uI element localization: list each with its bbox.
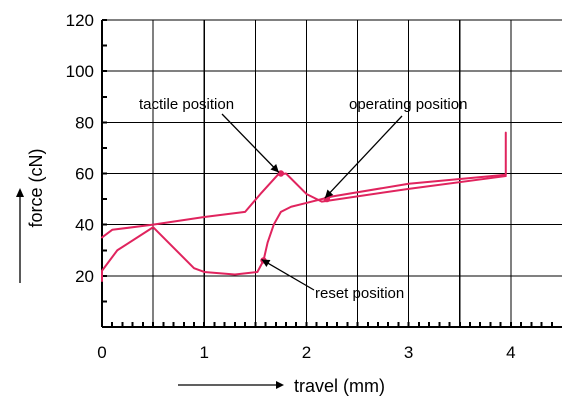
tactile-position-marker (277, 170, 285, 177)
tactile-position-arrow (221, 113, 280, 173)
x-tick-label: 2 (302, 343, 311, 362)
reset-position-label: reset position (315, 285, 404, 302)
y-tick-label: 120 (66, 11, 94, 30)
y-tick-label: 40 (75, 216, 94, 235)
tactile-position-label: tactile position (139, 96, 234, 113)
y-tick-label: 100 (66, 62, 94, 81)
y-tick-label: 80 (75, 113, 94, 132)
grid (102, 19, 562, 327)
x-tick-label: 0 (97, 343, 106, 362)
operating-position-label: operating position (349, 96, 467, 113)
actuation-curve (101, 172, 507, 239)
x-axis-direction-arrow (178, 381, 284, 389)
series-layer (101, 131, 507, 282)
x-tick-label: 4 (506, 343, 515, 362)
return-curve (101, 131, 507, 282)
x-axis-label: travel (mm) (294, 376, 385, 396)
y-tick-label: 20 (75, 267, 94, 286)
annotations: tactile position operating position reset … (139, 96, 467, 302)
reset-position-arrow (261, 258, 315, 291)
x-tick-label: 1 (199, 343, 208, 362)
y-axis-direction-arrow (16, 188, 24, 283)
x-tick-label: 3 (404, 343, 413, 362)
operating-position-arrow (324, 115, 403, 199)
y-axis-label: force (cN) (26, 148, 46, 227)
y-tick-label: 60 (75, 165, 94, 184)
tick-labels: 20 40 60 80 100 120 0 1 2 3 4 (66, 11, 516, 362)
